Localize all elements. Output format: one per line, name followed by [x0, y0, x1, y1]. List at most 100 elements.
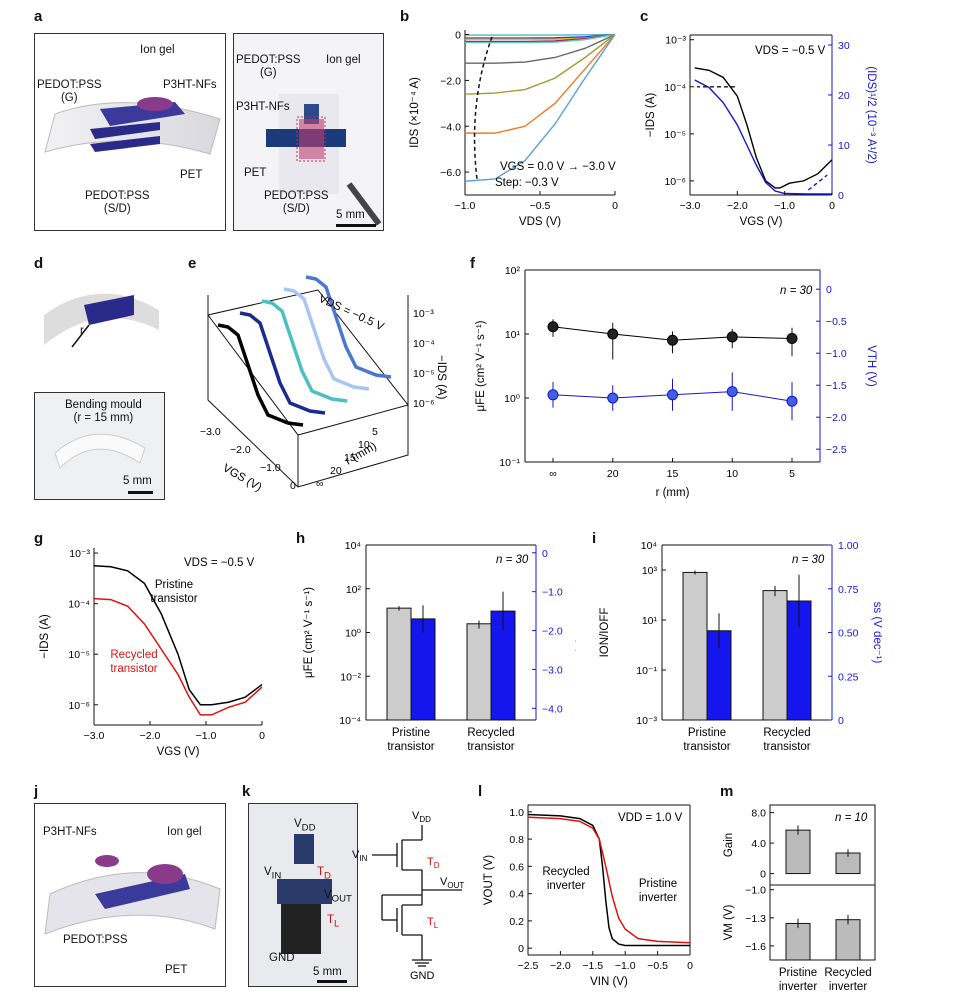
l-ytick-label: 0.8: [509, 834, 524, 846]
f-vth-point: [547, 389, 559, 401]
k-scale-label: 5 mm: [313, 966, 342, 978]
h-y2tick-label: −1.0: [542, 587, 563, 599]
h-ytick-label: 10⁻²: [340, 671, 361, 683]
g-pristine-line1: Pristine: [155, 579, 193, 591]
l-xtick-label: −2.5: [518, 960, 539, 972]
e-rtick-label: ∞: [316, 478, 324, 490]
j-label-pedot: PEDOT:PSS: [63, 934, 128, 946]
b-ytick-label: −2.0: [440, 75, 461, 87]
h-ytick-label: 10⁴: [345, 540, 361, 552]
panel-a-schematic: Ion gel PEDOT:PSS (G) P3HT-NFs PET PEDOT:…: [34, 33, 226, 231]
b-sweep-arrow: [473, 36, 493, 180]
l-recycled-line2: inverter: [547, 880, 586, 892]
e-rtick-label: 20: [330, 465, 342, 477]
h-cat-line2: transistor: [387, 741, 434, 753]
k-tl-label: TL: [327, 914, 340, 930]
h-ylabel: μFE (cm² V⁻¹ s⁻¹): [303, 587, 315, 678]
e-series-1: [239, 311, 326, 415]
b-series-1: [465, 33, 616, 39]
i-ytick-label: 10⁻³: [636, 715, 657, 727]
photo-label-pet: PET: [244, 167, 267, 179]
f-xtick-label: 20: [607, 468, 619, 480]
panel-letter-m: m: [720, 783, 734, 800]
f-mobility-point: [667, 334, 678, 346]
panel-k-photo: VDD VIN TD VOUT TL GND 5 mm: [248, 803, 358, 987]
b-ytick-label: −6.0: [440, 167, 461, 179]
chart-f-bending-stats: 10⁻¹ 10⁰ 10¹ 10² 0 −0.5 −1.0 −1.5 −2.0 −2.5 ∞ 20 15 1…: [475, 265, 877, 499]
h-bar-left: [386, 607, 412, 721]
panel-a-photo: PEDOT:PSS (G) Ion gel P3HT-NFs PET PEDOT:…: [233, 33, 384, 231]
photo-label-p3ht: P3HT-NFs: [236, 101, 290, 113]
chart-h-mobility-vth: 10⁻⁴ 10⁻² 10⁰ 10² 10⁴ 0 −1.0 −2.0 −3.0 −4.0 Pristi…: [303, 540, 576, 753]
m-bar: [785, 829, 811, 875]
l-xtick-label: −1.5: [582, 960, 603, 972]
m-ylabel-1: VM (V): [723, 904, 735, 940]
panel-letter-a: a: [34, 8, 43, 25]
c-y2tick-label: 30: [838, 40, 850, 52]
h-ytick-label: 10⁰: [345, 628, 362, 640]
f-ylabel-right: VTH (V): [865, 345, 877, 387]
photo-label-pedot-sd: PEDOT:PSS (S/D): [264, 190, 329, 215]
circuit-vin: VIN: [352, 849, 368, 863]
i-ytick-label: 10⁻¹: [636, 665, 657, 677]
m-ytick-label: −1.0: [745, 885, 766, 897]
m-ylabel-0: Gain: [723, 833, 735, 857]
h-cat-line2: transistor: [467, 741, 514, 753]
c-y2tick-label: 10: [838, 140, 850, 152]
f-ytick-label: 10⁻¹: [499, 457, 520, 469]
panel-j-schematic: P3HT-NFs Ion gel PEDOT:PSS PET: [34, 803, 226, 987]
panel-letter-i: i: [592, 530, 597, 547]
i-cat-line2: transistor: [683, 741, 730, 753]
i-bar-left: [682, 571, 708, 721]
g-recycled-line2: transistor: [110, 663, 157, 675]
i-y2tick-label: 1.00: [838, 540, 859, 552]
i-y2tick-label: 0.25: [838, 671, 859, 683]
f-xtick-label: 10: [726, 468, 738, 480]
label-pedot-g: PEDOT:PSS (G): [37, 79, 102, 104]
chart-e-3d-transfer: VDS = −0.5 V −3.0 −2.0 −1.0 0 VGS (V) ∞ 2015105…: [200, 275, 447, 494]
e-xtick-label: 0: [290, 480, 296, 492]
label-p3ht: P3HT-NFs: [163, 79, 217, 91]
e-xtick-label: −2.0: [230, 444, 251, 456]
g-recycled-line1: Recycled: [110, 649, 157, 661]
f-annotation: n = 30: [780, 285, 813, 297]
m-cat-line2: inverter: [829, 981, 868, 993]
g-xtick-label: −1.0: [196, 730, 217, 742]
b-xtick-label: 0: [612, 200, 618, 212]
circuit-td: TD: [427, 856, 440, 870]
f-ytick-label: 10²: [505, 265, 521, 277]
f-xtick-label: 5: [789, 468, 795, 480]
g-ytick-label: 10⁻⁵: [68, 649, 90, 661]
chart-b-output-curves: −1.0 −0.5 0 0 −2.0 −4.0 −6.0 VDS (V) IDS (×10⁻⁴ …: [409, 30, 618, 228]
i-y2tick-label: 0: [838, 715, 844, 727]
panel-letter-f: f: [470, 255, 475, 272]
f-ytick-label: 10⁰: [504, 393, 521, 405]
f-vth-point: [607, 392, 619, 404]
panel-letter-b: b: [400, 8, 410, 25]
l-xlabel: VIN (V): [590, 976, 628, 988]
g-series-1: [93, 597, 263, 716]
m-bar: [785, 922, 811, 961]
m-cat-line2: inverter: [779, 981, 818, 993]
c-y2tick-label: 20: [838, 90, 850, 102]
panel-letter-h: h: [296, 530, 306, 547]
i-ytick-label: 10³: [642, 565, 658, 577]
f-ytick-label: 10¹: [505, 329, 521, 341]
g-title: VDS = −0.5 V: [184, 557, 255, 569]
f-mobility-point: [786, 333, 798, 345]
g-xtick-label: 0: [259, 730, 265, 742]
f-mobility-point: [607, 328, 619, 340]
f-y2tick-label: 0: [826, 284, 832, 296]
panel-letter-k: k: [242, 783, 251, 800]
m-ytick-label: 0: [760, 869, 766, 881]
mould-scale-label: 5 mm: [123, 475, 152, 487]
h-annotation: n = 30: [496, 554, 529, 566]
h-ylabel-right: VTH (V): [575, 612, 576, 654]
g-ylabel: −IDS (A): [39, 614, 51, 659]
g-ytick-label: 10⁻⁶: [68, 700, 90, 712]
i-annotation: n = 30: [792, 554, 825, 566]
h-y2tick-label: −3.0: [542, 664, 563, 676]
c-ytick-label: 10⁻⁵: [664, 129, 686, 141]
e-series-2: [261, 299, 348, 403]
k-scale-bar: [317, 980, 347, 983]
